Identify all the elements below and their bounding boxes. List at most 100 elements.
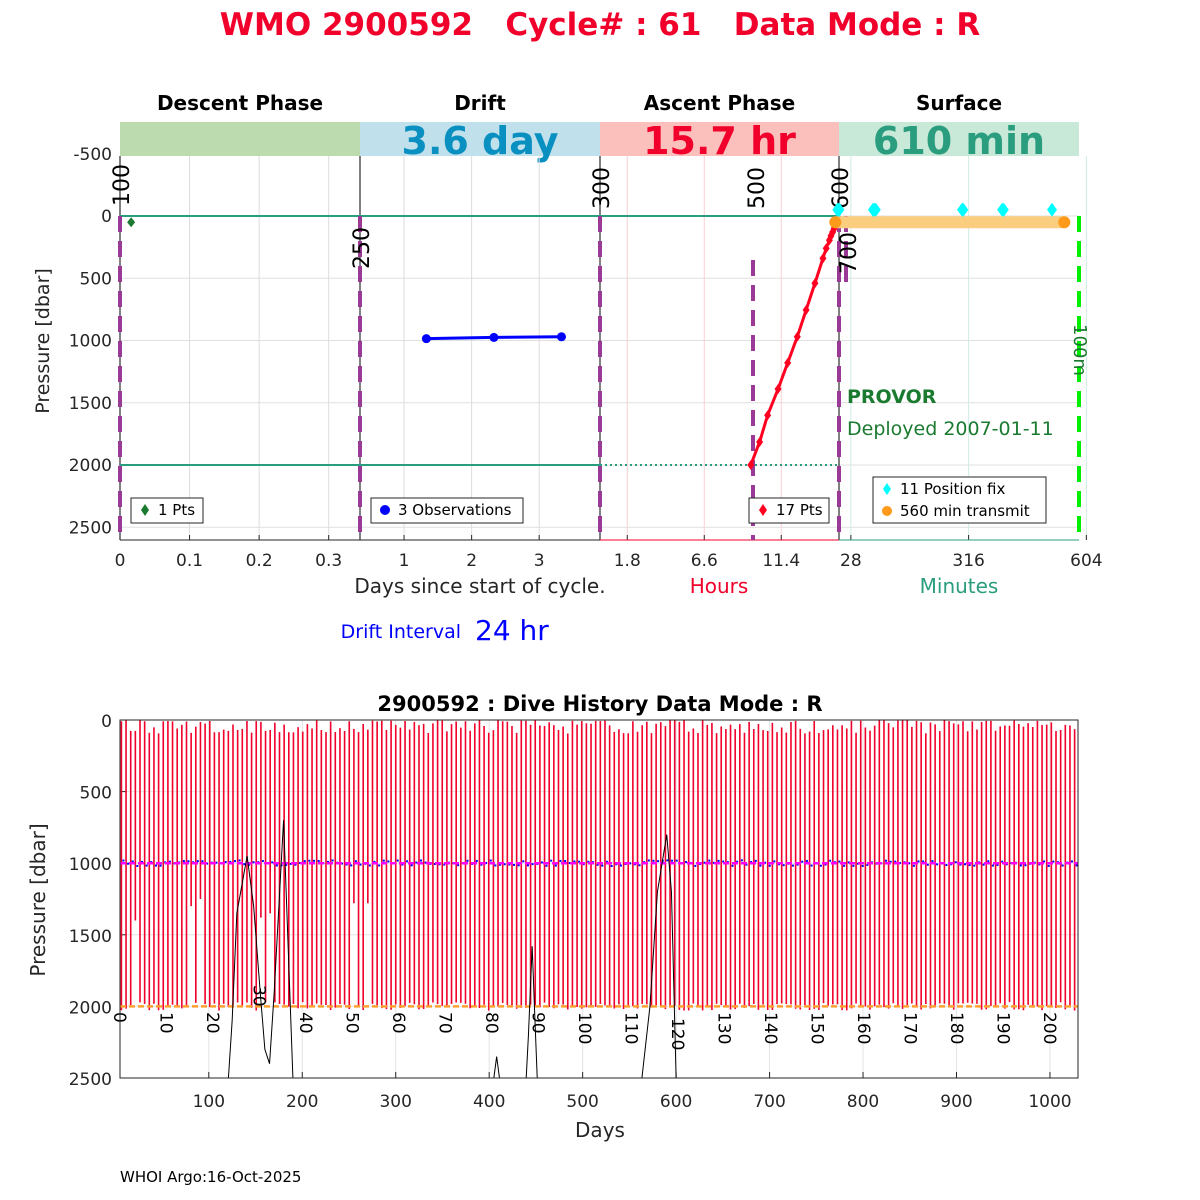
drift-point: [810, 864, 813, 867]
drift-point: [275, 864, 278, 867]
drift-point: [499, 863, 502, 866]
time-marker-label: 100m: [1069, 324, 1090, 376]
drift-point: [382, 859, 385, 862]
y-tick-label: 500: [80, 784, 112, 804]
drift-point: [373, 860, 376, 863]
drift-point: [154, 864, 157, 867]
drift-point: [540, 861, 543, 864]
cycle-number-label: 140: [760, 1012, 780, 1044]
drift-point: [1043, 860, 1046, 863]
drift-point: [666, 859, 669, 862]
drift-point: [754, 859, 757, 862]
drift-point: [922, 860, 925, 863]
drift-point: [313, 859, 316, 862]
position-fix-point: [998, 202, 1009, 217]
x-axis-label-minutes: Minutes: [920, 574, 999, 598]
drift-point: [224, 861, 227, 864]
drift-point: [982, 863, 985, 866]
x-tick-label: 604: [1070, 551, 1102, 571]
cycle-number-label: 200: [1039, 1012, 1059, 1044]
drift-point: [1047, 864, 1050, 867]
drift-point: [843, 864, 846, 867]
drift-point: [685, 861, 688, 864]
drift-point: [517, 864, 520, 867]
x-tick-label: 0: [115, 551, 126, 571]
drift-point: [652, 859, 655, 862]
drift-point: [512, 863, 515, 866]
x-tick-label: 300: [379, 1092, 411, 1112]
drift-point: [503, 863, 506, 866]
cycle-number-label: 20: [202, 1012, 222, 1034]
drift-point: [168, 860, 171, 863]
position-fix-point: [870, 202, 881, 217]
drift-interval-value: 24 hr: [475, 614, 549, 647]
drift-point: [708, 859, 711, 862]
position-fix-point: [834, 202, 845, 217]
cycle-number-label: 80: [481, 1012, 501, 1034]
x-tick-label: 0.3: [315, 551, 342, 571]
y-tick-label: 1500: [69, 394, 112, 414]
ascent-point: [802, 304, 810, 315]
x-tick-label: 500: [566, 1092, 598, 1112]
drift-point: [908, 862, 911, 865]
drift-point: [368, 864, 371, 867]
drift-point: [889, 860, 892, 863]
drift-point: [141, 860, 144, 863]
phase-band-1: [360, 122, 600, 156]
legend-box: [872, 476, 1047, 524]
x-tick-label: 2: [466, 551, 477, 571]
drift-point: [703, 861, 706, 864]
drift-point: [917, 860, 920, 863]
drift-point: [424, 861, 427, 864]
drift-point: [182, 860, 185, 863]
drift-point: [1052, 860, 1055, 863]
drift-point: [136, 864, 139, 867]
drift-point: [768, 864, 771, 867]
legend-marker: [883, 483, 891, 495]
drift-point: [122, 859, 125, 862]
drift-point: [196, 860, 199, 863]
x-tick-label: 600: [660, 1092, 692, 1112]
drift-point: [578, 860, 581, 863]
drift-point: [475, 860, 478, 863]
drift-point: [127, 862, 130, 865]
time-marker-label: 100: [110, 164, 135, 206]
transmit-point: [1058, 216, 1071, 229]
drift-point: [601, 864, 604, 867]
drift-point: [331, 859, 334, 862]
drift-point: [736, 860, 739, 863]
drift-point: [973, 864, 976, 867]
drift-point: [759, 864, 762, 867]
drift-point: [712, 861, 715, 864]
y-tick-label: 1000: [69, 332, 112, 352]
drift-point: [596, 863, 599, 866]
drift-point: [838, 860, 841, 863]
drift-point: [550, 859, 553, 862]
float-type-label: PROVOR: [847, 386, 937, 408]
drift-point: [722, 860, 725, 863]
legend-marker: [380, 505, 390, 515]
plot-area: [120, 720, 1078, 1078]
drift-point: [847, 861, 850, 864]
drift-point: [796, 863, 799, 866]
drift-point: [1024, 864, 1027, 867]
drift-point: [406, 860, 409, 863]
drift-point: [945, 864, 948, 867]
drift-point: [206, 862, 209, 865]
drift-point: [610, 864, 613, 867]
drift-point: [247, 863, 250, 866]
drift-point: [564, 859, 567, 862]
y-tick-label: 1000: [69, 855, 112, 875]
drift-point: [401, 863, 404, 866]
x-tick-label: 200: [286, 1092, 318, 1112]
drift-point: [764, 861, 767, 864]
drift-point: [559, 860, 562, 863]
ascent-point: [793, 331, 801, 342]
drift-point: [396, 859, 399, 862]
drift-point: [568, 862, 571, 865]
ascent-point: [756, 436, 764, 447]
drift-point: [233, 860, 236, 863]
drift-point: [717, 859, 720, 862]
drift-point: [326, 860, 329, 863]
